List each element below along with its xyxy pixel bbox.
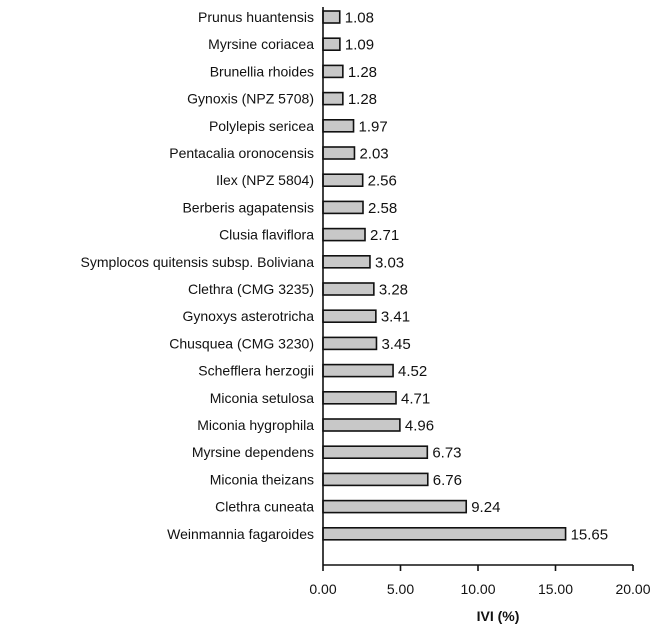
category-label: Schefflera herzogii	[198, 363, 314, 379]
bar-row-gynoxys-asterotricha: Gynoxys asterotricha 3.41	[183, 308, 411, 326]
bar	[322, 390, 397, 405]
bar	[322, 472, 429, 487]
bar	[322, 91, 344, 106]
data-label: 6.76	[433, 472, 462, 489]
category-label: Weinmannia fagaroides	[167, 526, 314, 542]
bar-row-chusquea-cmg-3230: Chusquea (CMG 3230) 3.45	[169, 335, 410, 353]
data-label: 1.28	[348, 64, 377, 81]
category-label: Clusia flaviflora	[219, 227, 314, 243]
category-label: Gynoxys asterotricha	[183, 308, 315, 324]
bar	[322, 309, 377, 324]
bar	[322, 64, 344, 79]
data-label: 1.09	[345, 37, 374, 54]
data-label: 1.97	[359, 118, 388, 135]
bar	[322, 37, 341, 52]
category-label: Polylepis sericea	[209, 118, 314, 134]
category-label: Gynoxis (NPZ 5708)	[187, 91, 314, 107]
bar-row-myrsine-dependens: Myrsine dependens 6.73	[192, 444, 462, 462]
category-label: Pentacalia oronocensis	[169, 145, 314, 161]
category-label: Clethra cuneata	[215, 499, 314, 515]
bar-row-pentacalia-oronocensis: Pentacalia oronocensis 2.03	[169, 145, 388, 163]
bar-row-polylepis-sericea: Polylepis sericea 1.97	[209, 118, 388, 136]
category-label: Myrsine coriacea	[208, 36, 314, 52]
bar	[322, 255, 371, 269]
bar-row-myrsine-coriacea: Myrsine coriacea 1.09	[208, 36, 374, 54]
category-label: Ilex (NPZ 5804)	[216, 172, 314, 188]
category-label: Prunus huantensis	[198, 9, 314, 25]
category-label: Miconia hygrophila	[197, 417, 314, 433]
bar-row-prunus-huantensis: Prunus huantensis 1.08	[198, 9, 374, 27]
category-label: Clethra (CMG 3235)	[188, 281, 314, 297]
bar-row-clethra-cuneata: Clethra cuneata 9.24	[215, 499, 500, 516]
bar	[322, 146, 356, 160]
bar-row-miconia-setulosa: Miconia setulosa 4.71	[210, 390, 430, 408]
data-label: 1.28	[348, 91, 377, 108]
bar	[322, 418, 401, 432]
data-label: 6.73	[432, 445, 461, 462]
data-label: 3.03	[375, 254, 404, 271]
bar	[322, 200, 364, 215]
bar-row-clethra-cmg-3235: Clethra (CMG 3235) 3.28	[188, 281, 408, 299]
bar-row-miconia-hygrophila: Miconia hygrophila 4.96	[197, 417, 434, 435]
bar-row-miconia-theizans: Miconia theizans 6.76	[210, 471, 462, 489]
bars-layer: Prunus huantensis 1.08 Myrsine coriacea 1.0…	[81, 9, 609, 543]
bar	[322, 119, 355, 133]
data-label: 3.41	[381, 309, 410, 326]
data-label: 4.52	[398, 363, 427, 380]
data-label: 2.71	[370, 227, 399, 244]
data-label: 9.24	[471, 499, 500, 516]
x-tick-label: 20.00	[615, 581, 650, 597]
category-label: Miconia theizans	[210, 471, 314, 487]
bar	[322, 336, 378, 351]
data-label: 3.28	[379, 282, 408, 299]
bar	[322, 10, 341, 24]
category-label: Berberis agapatensis	[182, 199, 314, 215]
bar-row-brunellia-rhoides: Brunellia rhoides 1.28	[210, 63, 377, 81]
data-label: 2.58	[368, 200, 397, 217]
x-tick-label: 5.00	[387, 581, 414, 597]
bar	[322, 173, 364, 187]
bar-row-ilex-npz-5804: Ilex (NPZ 5804) 2.56	[216, 172, 397, 190]
bar	[322, 499, 468, 514]
bar	[322, 227, 366, 242]
x-axis-title: IVI (%)	[477, 608, 520, 624]
data-label: 2.03	[359, 146, 388, 163]
data-label: 4.71	[401, 390, 430, 407]
x-tick-label: 15.00	[538, 581, 573, 597]
category-label: Brunellia rhoides	[210, 63, 314, 79]
bar	[322, 526, 567, 541]
bar-row-berberis-agapatensis: Berberis agapatensis 2.58	[182, 199, 397, 217]
bar	[322, 363, 394, 378]
bar	[322, 282, 375, 296]
x-tick-label: 10.00	[460, 581, 495, 597]
x-tick-label: 0.00	[309, 581, 336, 597]
data-label: 4.96	[405, 418, 434, 435]
data-label: 1.08	[345, 10, 374, 27]
x-axis: 0.00 5.00 10.00 15.00 20.00	[309, 7, 651, 597]
category-label: Chusquea (CMG 3230)	[169, 335, 314, 351]
bar-row-weinmannia-fagaroides: Weinmannia fagaroides 15.65	[167, 526, 608, 544]
bar-row-symplocos-quitensis-subsp-boliviana: Symplocos quitensis subsp. Boliviana 3.03	[81, 254, 405, 272]
category-label: Myrsine dependens	[192, 444, 314, 460]
data-label: 2.56	[368, 173, 397, 190]
bar-row-schefflera-herzogii: Schefflera herzogii 4.52	[198, 363, 427, 381]
bar	[322, 445, 429, 460]
bar-row-clusia-flaviflora: Clusia flaviflora 2.71	[219, 227, 399, 245]
category-label: Miconia setulosa	[210, 390, 314, 406]
bar-row-gynoxis-npz-5708: Gynoxis (NPZ 5708) 1.28	[187, 91, 377, 109]
data-label: 15.65	[571, 526, 609, 543]
data-label: 3.45	[381, 336, 410, 353]
category-label: Symplocos quitensis subsp. Boliviana	[81, 254, 315, 270]
